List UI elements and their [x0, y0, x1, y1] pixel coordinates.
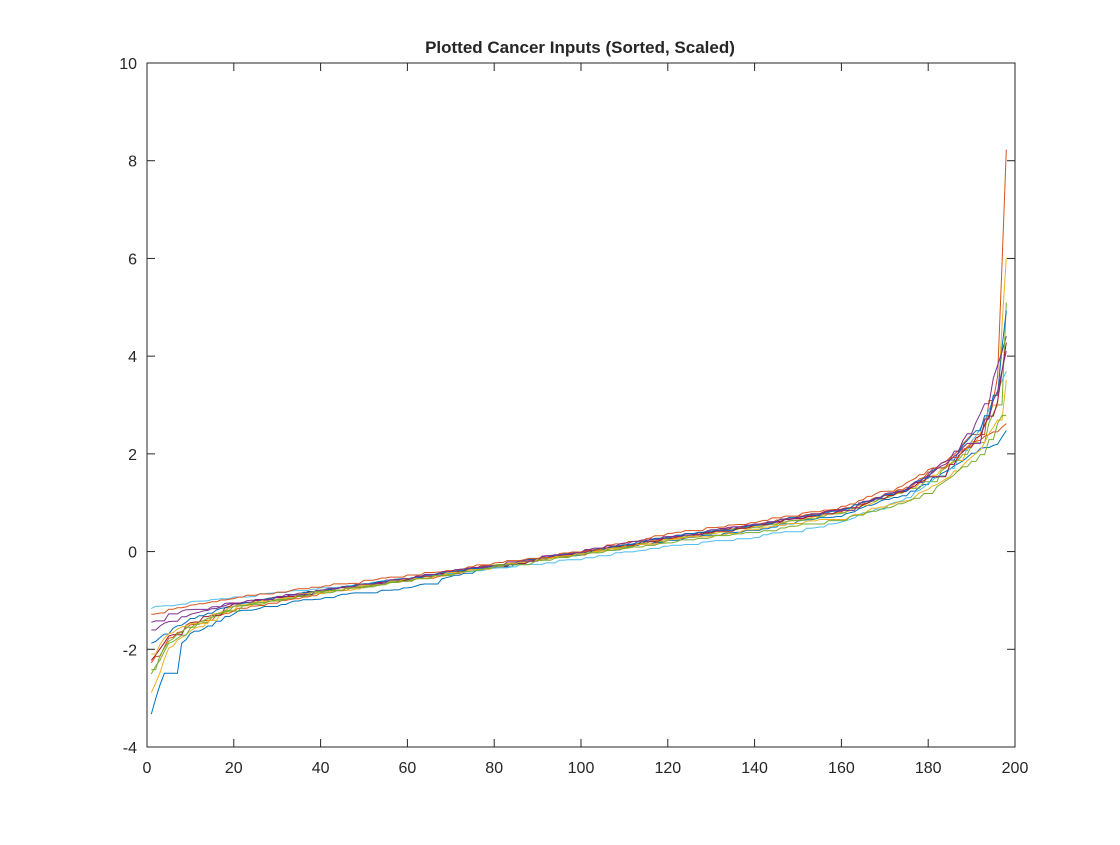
- series-line: [151, 310, 1007, 644]
- y-tick-label: 6: [128, 251, 137, 268]
- y-axis: -4 -2 0 2 4 6 8 10: [119, 56, 1015, 757]
- series-line: [151, 380, 1007, 655]
- x-tick-label: 100: [568, 760, 595, 777]
- y-tick-label: 0: [128, 545, 137, 562]
- y-tick-label: 2: [128, 447, 137, 464]
- series-line: [151, 414, 1007, 671]
- x-tick-label: 120: [654, 760, 681, 777]
- series-line: [150, 149, 1007, 664]
- x-tick-label: 200: [1002, 760, 1029, 777]
- y-tick-label: 4: [128, 349, 137, 366]
- x-axis: 0 20 40 60 80 100 120 140 160 180 200: [143, 63, 1029, 777]
- x-tick-label: 40: [312, 760, 330, 777]
- series-line: [151, 351, 1007, 631]
- x-tick-label: 160: [828, 760, 855, 777]
- series-line: [151, 423, 1007, 615]
- series-line: [151, 336, 1007, 623]
- x-tick-label: 0: [143, 760, 152, 777]
- y-tick-label: -4: [123, 740, 137, 757]
- y-tick-label: 8: [128, 154, 137, 171]
- chart-title: Plotted Cancer Inputs (Sorted, Scaled): [425, 38, 735, 57]
- y-tick-label: 10: [119, 56, 137, 73]
- x-tick-label: 180: [915, 760, 942, 777]
- series-line: [150, 257, 1007, 693]
- y-tick-label: -2: [123, 642, 137, 659]
- x-tick-label: 140: [741, 760, 768, 777]
- series-line: [150, 302, 1007, 675]
- series-line: [151, 371, 1007, 610]
- series-line: [150, 342, 1007, 661]
- series-layer: [150, 149, 1007, 715]
- series-line: [150, 430, 1007, 715]
- axes-box: [146, 62, 1016, 748]
- x-tick-label: 20: [225, 760, 243, 777]
- x-tick-label: 60: [399, 760, 417, 777]
- x-tick-label: 80: [485, 760, 503, 777]
